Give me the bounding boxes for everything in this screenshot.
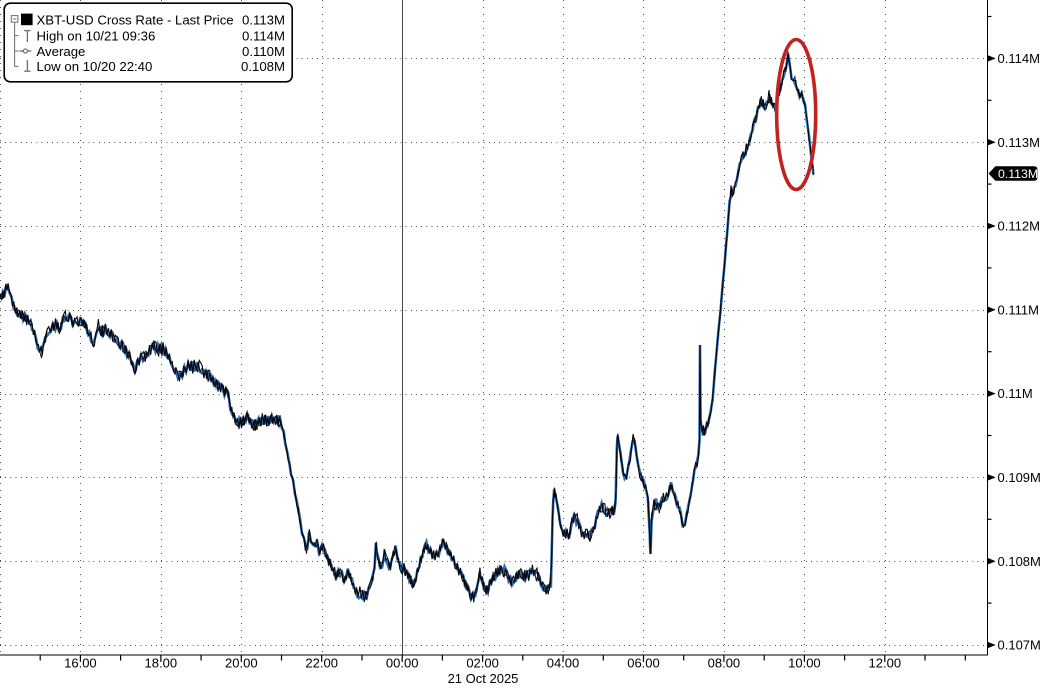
svg-text:16:00: 16:00: [64, 656, 97, 671]
svg-text:0.113M: 0.113M: [242, 12, 285, 27]
svg-text:06:00: 06:00: [627, 656, 660, 671]
svg-text:08:00: 08:00: [708, 656, 741, 671]
svg-text:00:00: 00:00: [386, 656, 419, 671]
svg-text:22:00: 22:00: [305, 656, 338, 671]
svg-text:0.113M: 0.113M: [998, 135, 1040, 150]
svg-text:18:00: 18:00: [145, 656, 178, 671]
svg-text:High on 10/21 09:36: High on 10/21 09:36: [37, 28, 156, 43]
svg-text:XBT-USD Cross Rate - Last Pric: XBT-USD Cross Rate - Last Price: [37, 12, 234, 27]
svg-text:0.110M: 0.110M: [242, 44, 285, 59]
svg-text:Average: Average: [37, 44, 86, 59]
svg-text:12:00: 12:00: [869, 656, 902, 671]
svg-text:0.108M: 0.108M: [998, 554, 1040, 569]
svg-text:0.107M: 0.107M: [998, 638, 1040, 653]
svg-text:0.109M: 0.109M: [998, 470, 1040, 485]
svg-text:0.112M: 0.112M: [998, 219, 1040, 234]
svg-text:20:00: 20:00: [225, 656, 258, 671]
svg-text:04:00: 04:00: [547, 656, 580, 671]
svg-text:Low on 10/20 22:40: Low on 10/20 22:40: [37, 59, 153, 74]
svg-text:02:00: 02:00: [466, 656, 499, 671]
svg-text:0.113M: 0.113M: [998, 167, 1038, 181]
svg-text:0.11M: 0.11M: [998, 386, 1033, 401]
svg-text:10:00: 10:00: [788, 656, 821, 671]
svg-text:0.114M: 0.114M: [998, 51, 1040, 66]
svg-text:0.111M: 0.111M: [998, 302, 1039, 317]
svg-text:0.108M: 0.108M: [241, 59, 285, 74]
svg-text:0.114M: 0.114M: [242, 28, 285, 43]
svg-text:21 Oct 2025: 21 Oct 2025: [448, 671, 519, 686]
